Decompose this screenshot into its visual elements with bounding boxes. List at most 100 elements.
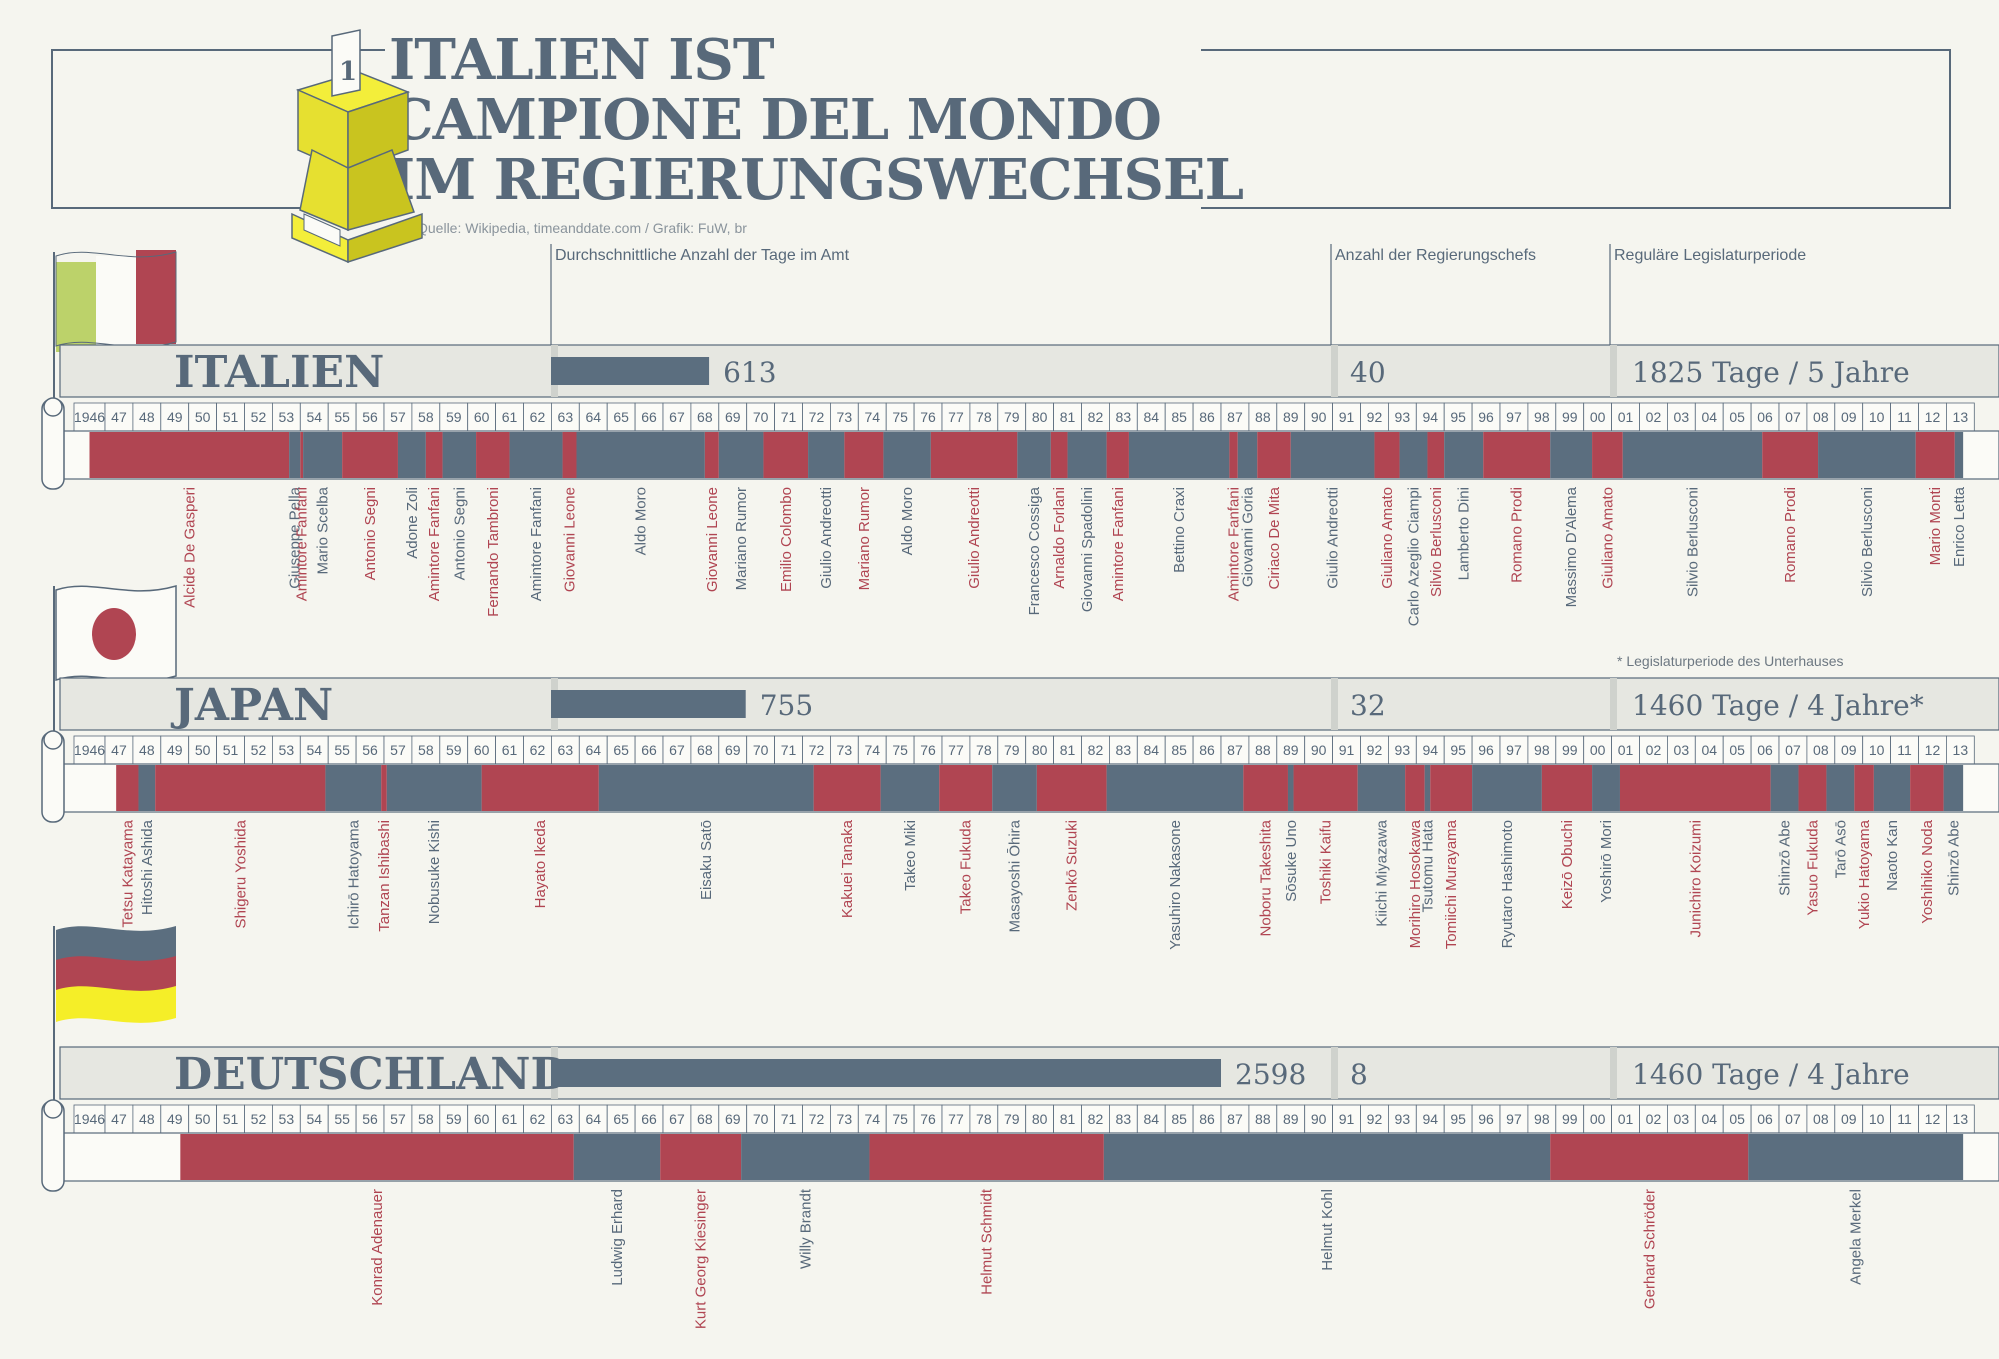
germany-year-box: [1164, 1104, 1194, 1134]
japan-year-label: 66: [641, 742, 657, 758]
title-line-3: IM REGIERUNGSWECHSEL: [389, 147, 1244, 213]
japan-leader-label: Yukio Hatoyama: [1856, 819, 1873, 929]
japan-year-box: [913, 735, 943, 765]
germany-year-label: 86: [1199, 1111, 1215, 1127]
germany-year-label: 62: [530, 1111, 546, 1127]
italy-year-label: 88: [1255, 409, 1271, 425]
italy-year-label: 73: [837, 409, 853, 425]
japan-year-label: 80: [1032, 742, 1048, 758]
japan-year-label: 13: [1953, 742, 1969, 758]
japan-year-label: 99: [1562, 742, 1578, 758]
germany-year-label: 88: [1255, 1111, 1271, 1127]
japan-tenure-segment: [1943, 765, 1964, 811]
germany-year-label: 98: [1534, 1111, 1550, 1127]
japan-year-label: 87: [1227, 742, 1243, 758]
germany-year-label: 53: [279, 1111, 295, 1127]
italy-year-label: 1946: [74, 409, 105, 425]
japan-year-box: [188, 735, 217, 765]
italy-year-label: 63: [558, 409, 574, 425]
ballot-number: 1: [339, 57, 357, 87]
germany-leader-label: Ludwig Erhard: [609, 1189, 626, 1286]
italy-leader-label: Silvio Berlusconi: [1685, 487, 1702, 597]
germany-year-label: 12: [1925, 1111, 1941, 1127]
japan-leader-label: Kiichi Miyazawa: [1373, 819, 1390, 926]
japan-year-box: [1722, 735, 1752, 765]
italy-country-name: ITALIEN: [174, 347, 384, 398]
header-avg-days: Durchschnittliche Anzahl der Tage im Amt: [555, 247, 850, 264]
italy-year-label: 96: [1478, 409, 1494, 425]
germany-year-label: 84: [1143, 1111, 1159, 1127]
italy-tenure-segment: [718, 432, 764, 478]
italy-year-label: 03: [1674, 409, 1690, 425]
italy-tenure-segment: [1592, 432, 1623, 478]
italy-year-box: [1806, 402, 1836, 432]
italy-year-label: 54: [306, 409, 322, 425]
germany-year-box: [634, 1104, 664, 1134]
germany-year-box: [551, 1104, 580, 1134]
germany-tenure-segment: [1103, 1134, 1551, 1180]
italy-leader-label: Amintore Fanfani: [528, 487, 545, 601]
germany-leader-label: Angela Merkel: [1848, 1189, 1865, 1285]
italy-leader-label: Giuliano Amato: [1599, 487, 1616, 589]
italy-leader-label: Giovanni Spadolini: [1079, 487, 1096, 612]
japan-tenure-segment: [1405, 765, 1425, 811]
germany-year-box: [1722, 1104, 1752, 1134]
germany-year-label: 60: [474, 1111, 490, 1127]
japan-year-label: 04: [1701, 742, 1717, 758]
germany-year-label: 78: [976, 1111, 992, 1127]
italy-year-box: [523, 402, 552, 432]
germany-year-box: [439, 1104, 469, 1134]
italy-year-label: 84: [1143, 409, 1159, 425]
japan-year-label: 11: [1897, 742, 1912, 758]
italy-leader-label: Silvio Berlusconi: [1428, 487, 1445, 597]
germany-leader-label: Kurt Georg Kiesinger: [693, 1189, 710, 1329]
italy-year-label: 55: [334, 409, 350, 425]
japan-leader-label: Yasuhiro Nakasone: [1167, 820, 1184, 950]
japan-year-box: [885, 735, 915, 765]
japan-leader-label: Toshiki Kaifu: [1318, 820, 1335, 904]
italy-year-label: 86: [1199, 409, 1215, 425]
japan-leader-label: Tarō Asō: [1832, 820, 1849, 878]
japan-country-name: JAPAN: [170, 680, 333, 731]
japan-year-label: 68: [697, 742, 713, 758]
japan-year-box: [1694, 735, 1724, 765]
italy-year-label: 71: [781, 409, 797, 425]
italy-tenure-segment: [303, 432, 343, 478]
italy-year-box: [662, 402, 692, 432]
japan-year-box: [1611, 735, 1640, 765]
japan-year-label: 95: [1450, 742, 1466, 758]
japan-divider-1: [1331, 678, 1338, 730]
italy-year-label: 66: [641, 409, 657, 425]
japan-year-box: [997, 735, 1027, 765]
italy-year-label: 52: [251, 409, 267, 425]
germany-year-box: [271, 1104, 301, 1134]
germany-year-label: 64: [585, 1111, 601, 1127]
japan-leader-label: Tomiichi Murayama: [1443, 819, 1460, 949]
italy-year-label: 13: [1953, 409, 1969, 425]
trophy-plaque: [303, 213, 341, 247]
germany-flag-gold: [56, 986, 176, 1023]
italy-year-label: 89: [1283, 409, 1299, 425]
japan-year-box: [746, 735, 776, 765]
italy-year-label: 65: [613, 409, 629, 425]
italy-year-box: [1220, 402, 1250, 432]
italy-leader-label: Amintore Fanfani: [1226, 487, 1243, 601]
japan-year-box: [1248, 735, 1278, 765]
italy-year-label: 61: [502, 409, 518, 425]
japan-year-box: [495, 735, 524, 765]
germany-leader-label: Helmut Kohl: [1319, 1189, 1336, 1271]
italy-year-label: 87: [1227, 409, 1243, 425]
italy-year-box: [1527, 402, 1557, 432]
japan-tenure-segment: [138, 765, 156, 811]
italy-flag-outline: [55, 251, 177, 348]
italy-avg-days-value: 613: [723, 356, 776, 389]
germany-year-box: [327, 1104, 357, 1134]
italy-leader-label: Carlo Azeglio Ciampi: [1406, 487, 1423, 626]
italy-leader-label: Giovanni Leone: [562, 487, 579, 592]
japan-leader-label: Tanzan Ishibashi: [376, 820, 393, 932]
italy-tenure-segment: [808, 432, 845, 478]
japan-tenure-segment: [481, 765, 599, 811]
italy-leader-label: Enrico Letta: [1951, 486, 1968, 567]
germany-tenure-segment: [1550, 1134, 1749, 1180]
germany-year-label: 82: [1088, 1111, 1104, 1127]
